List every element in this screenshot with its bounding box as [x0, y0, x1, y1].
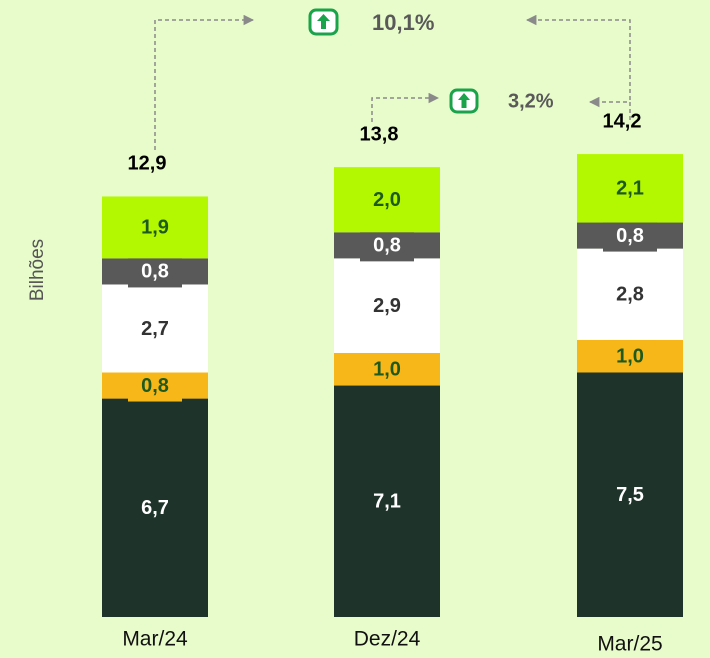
up-arrow	[458, 93, 470, 108]
value-label: 0,8	[141, 261, 169, 283]
value-label: 2,9	[373, 295, 401, 317]
annotation-text: 10,1%	[372, 10, 434, 35]
connector	[371, 92, 440, 122]
bar-segment	[334, 167, 440, 233]
bar-segment	[577, 372, 683, 617]
label-background	[603, 219, 657, 252]
value-label: 0,8	[373, 235, 401, 257]
bar-segment	[334, 385, 440, 617]
x-tick-label: Mar/25	[597, 633, 662, 656]
x-tick-label: Mar/24	[122, 628, 188, 651]
bar-segment	[577, 248, 683, 340]
label-background	[128, 369, 182, 402]
label-background	[603, 340, 657, 373]
total-label: 13,8	[360, 123, 399, 145]
bar-segment	[102, 196, 208, 259]
bar-segment	[102, 398, 208, 617]
annotation-2: 3,2%	[371, 88, 631, 122]
value-label: 0,8	[141, 375, 169, 397]
annotation-1: 10,1%	[154, 8, 631, 150]
value-label: 1,0	[616, 345, 644, 367]
value-label: 0,8	[616, 225, 644, 247]
label-background	[128, 255, 182, 288]
value-label: 2,7	[141, 318, 169, 340]
connector	[154, 14, 255, 150]
value-label: 2,8	[616, 284, 644, 306]
connector	[588, 96, 631, 120]
bar-segment	[102, 284, 208, 373]
value-label: 2,1	[616, 178, 644, 200]
label-background	[360, 229, 414, 262]
value-label: 6,7	[141, 497, 169, 519]
y-axis-label: Bilhões	[27, 239, 48, 301]
up-arrow	[317, 14, 330, 29]
x-tick-label: Dez/24	[354, 628, 421, 651]
annotation-text: 3,2%	[508, 90, 554, 112]
value-label: 7,1	[373, 491, 401, 513]
value-label: 1,0	[373, 359, 401, 381]
total-label: 14,2	[603, 110, 642, 132]
value-label: 7,5	[616, 484, 644, 506]
value-label: 2,0	[373, 189, 401, 211]
bar-segment	[577, 154, 683, 223]
bar-segment	[334, 258, 440, 353]
total-label: 12,9	[128, 153, 167, 175]
label-background	[360, 353, 414, 386]
value-label: 1,9	[141, 217, 169, 239]
connector	[525, 14, 631, 100]
